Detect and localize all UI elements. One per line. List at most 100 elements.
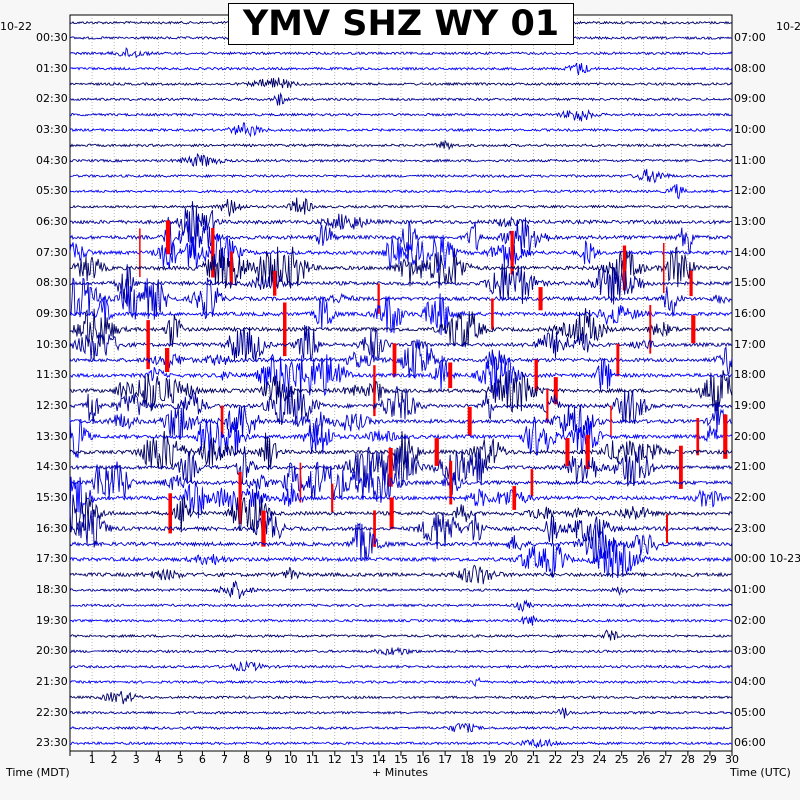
trace-row-41 [69, 646, 733, 657]
clipped-segment-22-1 [616, 343, 620, 377]
clipped-segment-16-1 [229, 251, 233, 285]
x-tick-label-8: 8 [243, 753, 250, 766]
left-time-label: 21:30 [36, 675, 68, 688]
x-tick-label-23: 23 [570, 753, 585, 766]
trace-row-29 [69, 446, 733, 488]
left-date-label: 10-22 [0, 20, 32, 33]
left-time-label: 10:30 [36, 337, 68, 351]
trace-row-3 [69, 62, 733, 76]
trace-row-4 [69, 77, 733, 89]
trace-row-20 [69, 308, 733, 347]
trace-row-36 [69, 564, 733, 585]
x-axis-label: + Minutes [372, 766, 429, 779]
trace-row-19 [69, 293, 733, 336]
clipped-segment-15-1 [211, 227, 215, 278]
x-tick-label-16: 16 [416, 753, 431, 766]
clipped-segment-30-1 [449, 460, 453, 505]
left-time-label: 14:30 [36, 460, 68, 474]
left-time-label: 23:30 [36, 736, 68, 750]
clipped-segment-18-1 [538, 287, 543, 311]
trace-row-10 [69, 168, 733, 184]
left-time-label: 13:30 [36, 429, 68, 443]
clipped-segment-16-2 [663, 243, 665, 294]
trace-row-22 [69, 339, 733, 379]
clipped-segment-28-1 [565, 438, 570, 467]
x-tick-label-12: 12 [327, 753, 342, 766]
clipped-segment-30-2 [299, 462, 302, 503]
clipped-segment-16-0 [622, 245, 627, 291]
left-time-label: 00:30 [36, 31, 68, 44]
right-time-label: 16:00 [734, 307, 766, 320]
right-time-label: 20:00 [734, 429, 766, 443]
right-time-label: 09:00 [734, 92, 766, 106]
x-tick-label-21: 21 [526, 753, 541, 766]
trace-row-11 [69, 183, 733, 200]
right-time-label: 15:00 [734, 276, 766, 290]
clipped-segment-15-2 [510, 230, 514, 275]
left-time-label: 06:30 [36, 215, 68, 228]
x-tick-label-9: 9 [265, 753, 273, 766]
plot-area [69, 14, 733, 752]
trace-row-13 [69, 201, 733, 244]
trace-row-33 [69, 509, 733, 550]
x-tick-label-17: 17 [438, 753, 453, 766]
left-time-label: 17:30 [36, 552, 68, 566]
x-tick-label-19: 19 [482, 753, 497, 766]
trace-row-14 [69, 216, 733, 259]
chart-title: YMV SHZ WY 01 [228, 3, 574, 45]
right-time-label: 08:00 [734, 61, 766, 75]
trace-row-7 [69, 122, 733, 138]
clipped-segment-26-2 [467, 406, 472, 436]
clipped-segment-20-2 [283, 302, 287, 357]
x-tick-label-24: 24 [592, 753, 607, 766]
x-tick-label-6: 6 [198, 753, 206, 766]
x-tick-label-5: 5 [176, 753, 184, 766]
clipped-segment-31-0 [238, 471, 242, 525]
left-time-label: 04:30 [36, 153, 68, 167]
right-time-label: 22:00 [734, 491, 766, 504]
left-time-label: 03:30 [36, 123, 68, 136]
clipped-segment-24-1 [553, 377, 558, 405]
x-tick-label-2: 2 [110, 753, 118, 766]
trace-row-44 [69, 690, 733, 705]
clipped-segment-31-2 [331, 483, 334, 513]
clipped-segment-29-1 [679, 445, 683, 489]
left-time-label: 22:30 [36, 705, 68, 719]
clipped-segment-33-0 [666, 514, 668, 544]
left-time-label: 07:30 [36, 245, 68, 259]
x-tick-label-29: 29 [702, 753, 717, 766]
right-time-label: 12:00 [734, 184, 766, 198]
left-time-label: 15:30 [36, 491, 68, 504]
trace-row-25 [69, 384, 733, 426]
trace-row-2 [69, 47, 733, 59]
x-tick-label-11: 11 [305, 753, 320, 766]
x-tick-label-13: 13 [349, 753, 364, 766]
x-axis-ticks [69, 751, 733, 756]
right-time-label: 11:00 [734, 153, 766, 167]
x-tick-label-18: 18 [460, 753, 475, 766]
trace-row-9 [69, 152, 733, 167]
right-time-label: 01:00 [734, 583, 766, 596]
clipped-segment-23-1 [534, 359, 538, 392]
clipped-segment-27-0 [696, 418, 700, 456]
x-tick-label-14: 14 [371, 753, 386, 766]
right-time-label: 21:00 [734, 460, 766, 474]
left-time-label: 05:30 [36, 184, 68, 198]
right-time-label: 02:00 [734, 613, 766, 627]
trace-row-21 [69, 324, 733, 363]
trace-row-30 [69, 461, 733, 503]
clipped-segment-21-0 [146, 320, 150, 370]
clipped-segment-17-0 [689, 270, 693, 297]
left-time-label: 19:30 [36, 613, 68, 627]
trace-row-40 [69, 629, 733, 641]
trace-row-31 [69, 476, 733, 519]
x-tick-label-4: 4 [154, 753, 162, 766]
x-tick-label-30: 30 [725, 753, 739, 766]
trace-row-17 [69, 262, 733, 305]
right-time-label: 18:00 [734, 368, 766, 382]
left-axis-label: Time (MDT) [6, 766, 70, 779]
clipped-segment-19-0 [491, 298, 494, 330]
right-time-label: 13:00 [734, 215, 766, 228]
left-time-label: 01:30 [36, 61, 68, 75]
